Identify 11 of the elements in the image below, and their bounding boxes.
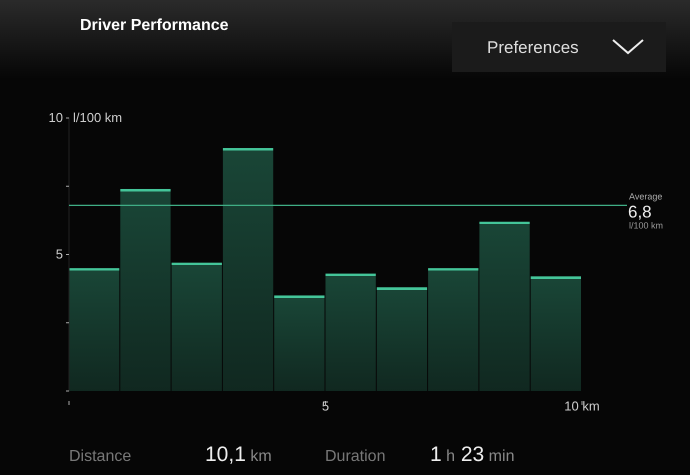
text: 6,8 <box>628 202 652 222</box>
text: l/100 km <box>629 220 664 230</box>
text: Duration <box>325 448 386 465</box>
ref-line-label: Average <box>629 191 662 202</box>
chart-title: Driver Performance <box>80 17 229 34</box>
y-axis-title: l/100 km <box>73 110 122 125</box>
y-tick-label: 10 <box>48 110 63 126</box>
text: 10,1 km <box>205 443 272 466</box>
text: Distance <box>69 448 132 465</box>
x-tick-label: 10 km <box>564 398 600 414</box>
text: 1 h 23 min <box>430 443 514 466</box>
